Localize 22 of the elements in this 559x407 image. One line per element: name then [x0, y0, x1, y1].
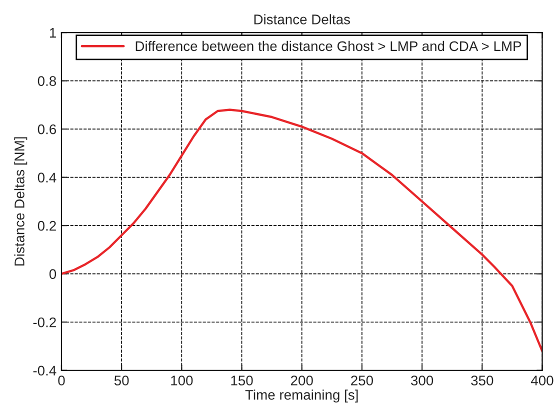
line-series	[61, 108, 542, 352]
x-tick-label: 200	[290, 376, 313, 386]
y-tick-label: 0.6	[38, 124, 56, 134]
x-axis-title: Time remaining [s]	[245, 390, 358, 403]
x-tick-label: 100	[171, 376, 193, 386]
chart-title: Distance Deltas	[254, 14, 350, 24]
y-tick-label: 0.8	[38, 76, 56, 86]
y-tick-label: 0	[49, 269, 56, 280]
y-axis-title: Distance Deltas [NM]	[14, 137, 28, 266]
x-tick-label: 150	[231, 376, 253, 386]
x-tick-label: 300	[410, 376, 434, 386]
y-tick-label: 0.2	[38, 220, 56, 231]
x-tick-label: 50	[114, 376, 129, 386]
x-tick-label: 0	[58, 376, 65, 386]
y-tick-label: 1	[50, 28, 56, 38]
x-tick-label: 250	[351, 376, 373, 386]
y-tick-label: -0.4	[33, 366, 56, 376]
y-tick-label: 0.4	[38, 172, 56, 183]
legend-label: Difference between the distance Ghost > LMP and CDA > LMP	[136, 40, 522, 52]
x-tick-label: 400	[530, 376, 554, 386]
y-tick-label: -0.2	[33, 317, 56, 328]
x-tick-label: 350	[471, 376, 494, 386]
